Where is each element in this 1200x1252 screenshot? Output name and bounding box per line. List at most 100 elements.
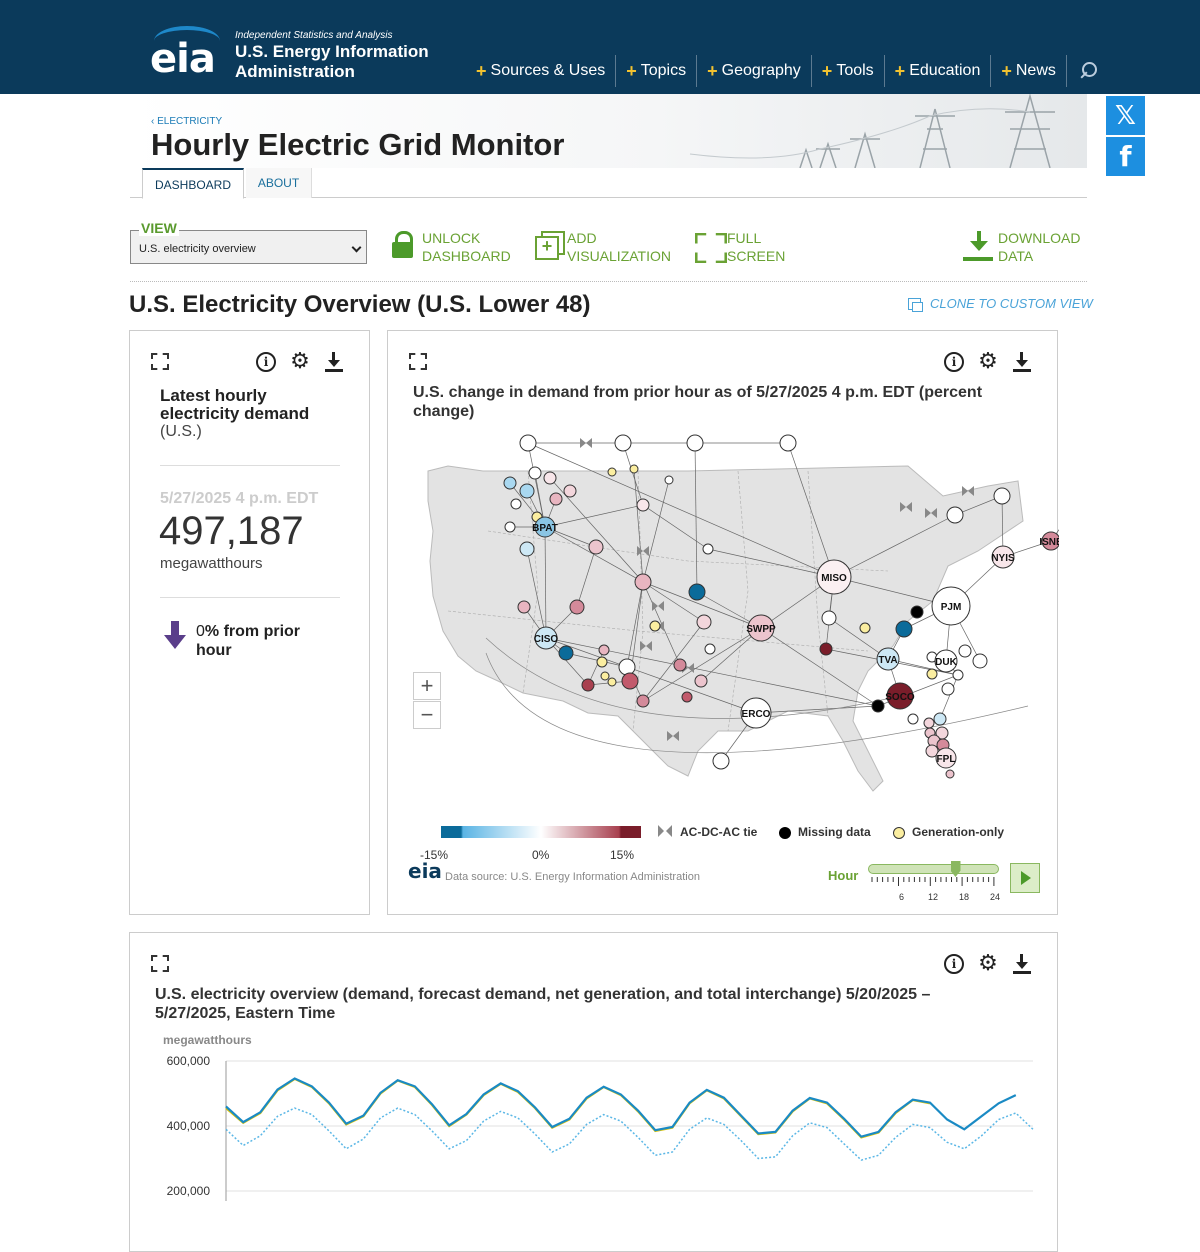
ba-node [910,605,924,619]
download-line-2: DATA [998,248,1034,264]
divider [160,597,340,598]
unlock-line-1: UNLOCK [422,230,481,246]
card-actions: i ⚙ [944,349,1032,374]
tab-dashboard[interactable]: DASHBOARD [142,168,244,199]
ba-node [596,656,608,668]
chevron-down-icon [351,242,362,253]
add-visualization-button[interactable]: ADD VISUALIZATION [535,229,671,265]
ba-node [688,583,706,601]
interchange-line [527,442,835,578]
gear-icon[interactable]: ⚙ [978,349,998,374]
full-line-2: SCREEN [727,248,786,264]
interchange-line [642,479,670,583]
hour-tick-label: 6 [899,892,905,902]
ba-label-tva: TVA [878,655,897,666]
breadcrumb[interactable]: ‹ ELECTRICITY [151,116,223,127]
zoom-out-button[interactable]: − [413,701,441,729]
ba-label-ciso: CISO [534,634,559,645]
ba-label-nyis: NYIS [991,553,1015,564]
interchange-arc [485,652,1029,754]
ac-dc-ac-tie-icon [637,546,649,556]
nav-news[interactable]: + News [991,55,1067,87]
tab-about[interactable]: ABOUT [246,168,312,198]
nav-sources-uses[interactable]: + Sources & Uses [466,55,617,87]
facebook-share-icon[interactable]: f [1106,137,1145,176]
interchange-line [833,514,956,578]
plus-icon: + [626,60,637,81]
info-icon[interactable]: i [944,954,964,974]
add-line-1: ADD [567,230,597,246]
fullscreen-icon [695,231,721,259]
logo-org-name: U.S. Energy Information Administration [235,42,429,82]
y-axis-label: megawatthours [163,1033,252,1047]
gear-icon[interactable]: ⚙ [978,951,998,976]
nav-topics[interactable]: + Topics [616,55,698,87]
ac-dc-ac-tie-icon [900,502,912,512]
expand-icon[interactable] [151,955,169,972]
transmission-towers-icon [689,94,1055,168]
x-share-icon[interactable]: 𝕏 [1106,96,1145,135]
boundary-line [807,470,829,717]
view-select[interactable]: U.S. electricity overview [130,230,367,264]
org-line-1: U.S. Energy Information [235,42,429,61]
ba-node [923,717,935,729]
map-card: i ⚙ U.S. change in demand from prior hou… [387,330,1059,915]
demand-title: Latest hourly electricity demand [160,386,310,423]
interchange-line [939,674,959,720]
boundary-line [727,470,749,732]
ac-dc-ac-tie-icon [580,438,592,448]
ba-node [702,543,714,555]
interchange-line [828,617,889,660]
download-icon[interactable] [1012,954,1032,974]
gear-icon[interactable]: ⚙ [290,349,310,374]
main-nav: + Sources & Uses + Topics + Geography + Tool… [466,55,1099,87]
page-banner [130,94,1087,168]
clone-icon [908,298,923,312]
play-button[interactable] [1010,863,1040,893]
change-pct: 0 [196,623,205,640]
interchange-line [833,576,952,607]
hour-tick-label: 12 [928,892,939,902]
ac-dc-ac-tie-icon [640,641,652,651]
search-icon[interactable] [1077,60,1099,82]
download-icon [966,231,992,259]
interchange-line [545,637,757,714]
ba-node [926,668,938,680]
page-title: Hourly Electric Grid Monitor [151,127,565,162]
nav-geography[interactable]: + Geography [697,55,812,87]
arrow-down-icon [164,621,186,649]
ba-label-bpat: BPAT [532,523,558,534]
ba-node [510,498,522,510]
nav-tools[interactable]: + Tools [812,55,885,87]
divider [160,465,340,466]
interchange-line [544,504,644,528]
boundary-line [447,610,869,652]
nav-label: Tools [836,62,874,79]
ba-nodes: BPAT CISO SWPP MISO PJM NYIS ISNE TVA DUK SOCO ERC… [503,434,1059,779]
zoom-in-button[interactable]: + [413,672,441,700]
card-actions: i ⚙ [256,349,344,374]
ac-dc-ac-tie-icon [925,508,937,518]
overview-line-chart[interactable]: megawatthours 600,000 400,000 200,000 [130,1031,1057,1201]
ba-node [972,653,988,669]
info-icon[interactable]: i [256,352,276,372]
ba-node [712,752,730,770]
nav-education[interactable]: + Education [885,55,992,87]
hour-slider-track[interactable] [868,864,999,874]
hour-slider-thumb[interactable] [950,861,961,877]
ba-node [528,466,542,480]
download-icon[interactable] [324,352,344,372]
full-screen-button[interactable]: FULL SCREEN [727,229,785,265]
ac-dc-ac-tie-icon [652,601,664,611]
interchange-line [642,581,705,623]
unlock-dashboard-button[interactable]: UNLOCK DASHBOARD [392,229,511,265]
download-data-button[interactable]: DOWNLOAD DATA [963,229,1080,265]
expand-icon[interactable] [151,353,169,370]
expand-icon[interactable] [409,353,427,370]
info-icon[interactable]: i [944,352,964,372]
ba-node [549,492,563,506]
clone-custom-view-link[interactable]: CLONE TO CUSTOM VIEW [908,296,1093,312]
download-icon[interactable] [1012,352,1032,372]
grid-map[interactable]: BPAT CISO SWPP MISO PJM NYIS ISNE TVA DUK SOCO ERC… [388,431,1059,801]
ba-label-erco: ERCO [742,709,771,720]
